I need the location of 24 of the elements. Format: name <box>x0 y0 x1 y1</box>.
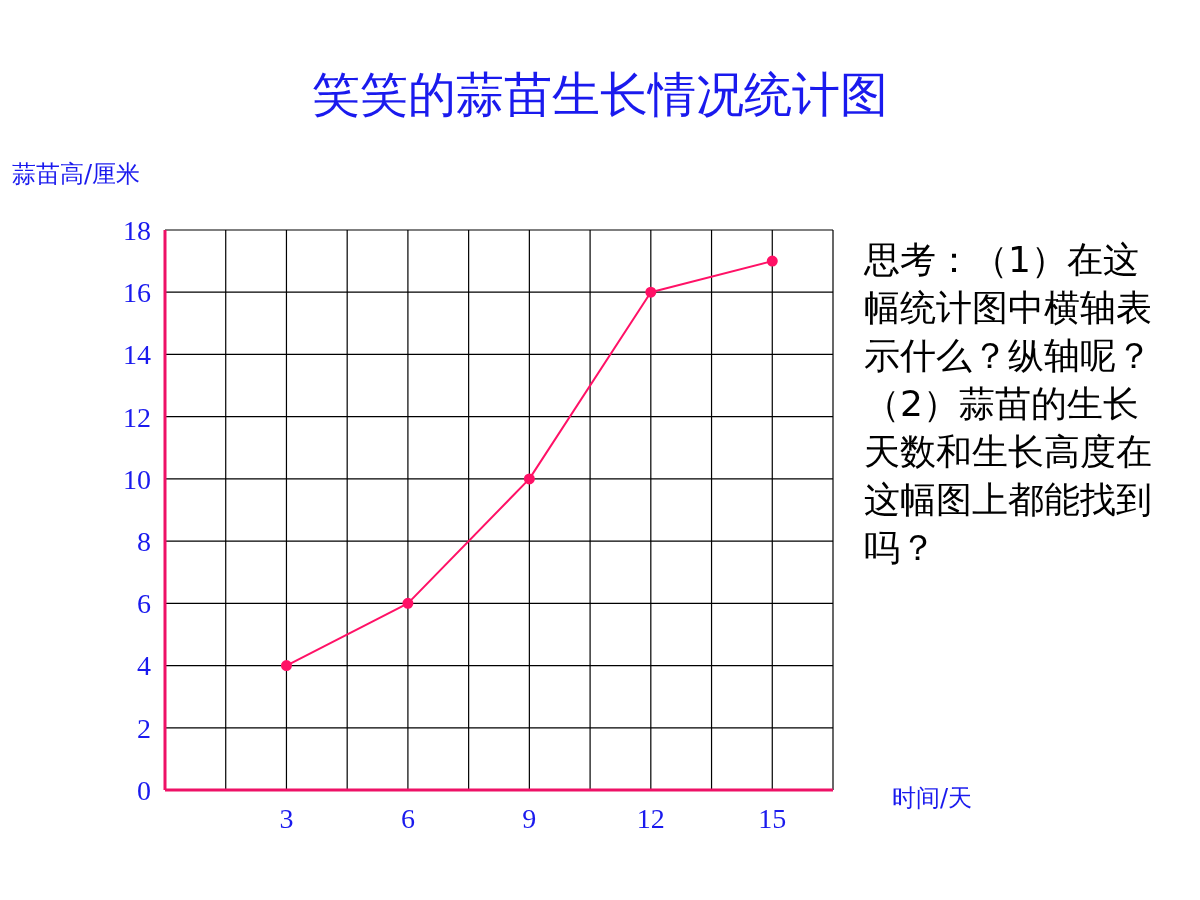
y-tick-label: 2 <box>137 712 151 744</box>
y-tick-label: 6 <box>137 588 151 620</box>
text: 思考：（1）在这幅统计图中横轴表示什么？纵轴呢？（2）蒜苗的生长天数和生长高度在这幅图上都能找到吗？ <box>864 238 1153 570</box>
point <box>645 286 657 298</box>
x-tick-label: 15 <box>758 802 787 834</box>
point <box>523 473 535 485</box>
y-tick-label: 8 <box>137 526 151 558</box>
chart-title: 笑笑的蒜苗生长情况统计图 <box>311 65 889 124</box>
y-tick-label: 12 <box>123 401 151 433</box>
y-axis-title: 蒜苗高/厘米 <box>12 159 141 190</box>
x-tick-label: 3 <box>279 802 294 834</box>
x-axis-title: 时间/天 <box>892 783 973 814</box>
y-tick-label: 10 <box>123 463 151 495</box>
point <box>402 597 414 609</box>
x-tick-label: 9 <box>522 802 537 834</box>
point <box>766 255 778 267</box>
y-tick-label: 0 <box>137 774 151 806</box>
y-tick-label: 4 <box>137 650 151 682</box>
y-tick-label: 14 <box>123 339 151 371</box>
x-tick-label: 6 <box>400 802 415 834</box>
point <box>280 660 292 672</box>
x-tick-label: 12 <box>636 802 665 834</box>
y-tick-label: 16 <box>123 277 151 309</box>
y-tick-label: 18 <box>123 214 151 246</box>
